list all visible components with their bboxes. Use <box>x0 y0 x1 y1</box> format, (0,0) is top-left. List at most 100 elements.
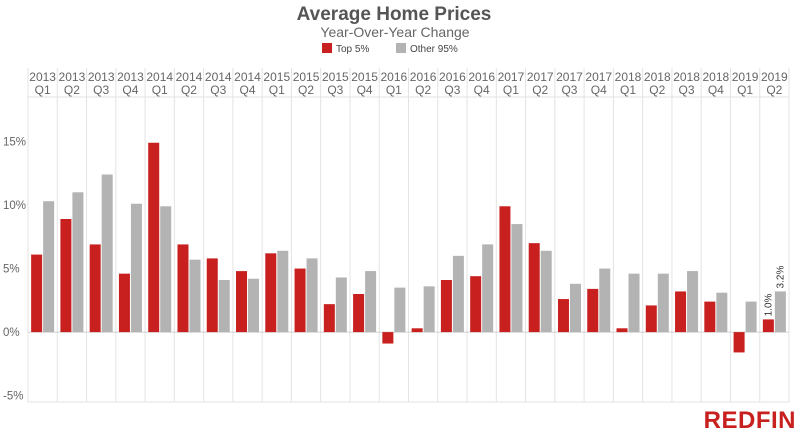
category-quarter-label: Q1 <box>152 83 168 97</box>
legend-label-other-95: Other 95% <box>410 44 458 55</box>
bar-top-5 <box>294 268 306 333</box>
category-year-label: 2016 <box>381 70 408 84</box>
bar-other-95 <box>745 301 757 333</box>
category-year-label: 2017 <box>527 70 554 84</box>
category-quarter-label: Q2 <box>64 83 80 97</box>
bar-top-5 <box>323 304 335 333</box>
bar-top-5 <box>733 332 745 353</box>
bar-top-5 <box>440 280 452 333</box>
bar-other-95 <box>423 286 435 333</box>
redfin-logo: REDFIN <box>704 407 796 434</box>
bar-other-95 <box>335 277 347 333</box>
category-year-label: 2018 <box>644 70 671 84</box>
chart-subtitle: Year-Over-Year Change <box>320 24 469 40</box>
bar-top-5 <box>236 271 248 333</box>
category-quarter-label: Q3 <box>93 83 109 97</box>
category-year-label: 2015 <box>322 70 349 84</box>
category-quarter-label: Q4 <box>122 83 138 97</box>
bar-other-95 <box>628 273 640 333</box>
category-year-label: 2017 <box>556 70 583 84</box>
category-year-label: 2016 <box>410 70 437 84</box>
data-label: 1.0% <box>763 293 774 316</box>
category-year-label: 2014 <box>176 70 203 84</box>
category-year-label: 2017 <box>585 70 612 84</box>
bar-top-5 <box>557 299 569 333</box>
bar-other-95 <box>716 292 728 333</box>
category-quarter-label: Q3 <box>561 83 577 97</box>
category-quarter-label: Q4 <box>708 83 724 97</box>
bar-other-95 <box>599 268 611 333</box>
bar-top-5 <box>587 288 599 333</box>
bar-top-5 <box>645 305 657 333</box>
y-tick-label: 5% <box>3 264 20 276</box>
category-year-label: 2016 <box>439 70 466 84</box>
bar-top-5 <box>528 243 540 333</box>
category-quarter-label: Q4 <box>357 83 373 97</box>
category-year-label: 2013 <box>117 70 144 84</box>
bar-other-95 <box>72 192 84 333</box>
bar-top-5 <box>148 142 160 333</box>
legend-swatch-top-5 <box>322 43 332 53</box>
bar-top-5 <box>704 301 716 333</box>
bar-other-95 <box>306 258 318 333</box>
bar-top-5 <box>118 273 130 333</box>
category-quarter-label: Q4 <box>591 83 607 97</box>
bar-other-95 <box>394 287 406 333</box>
category-year-label: 2014 <box>205 70 232 84</box>
bar-top-5 <box>762 319 774 333</box>
bar-other-95 <box>43 201 55 333</box>
bar-top-5 <box>411 328 423 333</box>
bar-other-95 <box>657 273 669 333</box>
bar-top-5 <box>31 254 43 333</box>
bar-other-95 <box>452 255 464 333</box>
category-quarter-label: Q4 <box>240 83 256 97</box>
bar-other-95 <box>687 271 699 333</box>
y-tick-label: 10% <box>3 200 26 212</box>
category-year-label: 2016 <box>468 70 495 84</box>
bar-other-95 <box>101 174 113 333</box>
bar-top-5 <box>206 258 218 333</box>
category-quarter-label: Q2 <box>649 83 665 97</box>
legend-swatch-other-95 <box>396 43 406 53</box>
category-quarter-label: Q1 <box>35 83 51 97</box>
bar-top-5 <box>470 276 482 333</box>
bar-top-5 <box>89 244 101 333</box>
category-year-label: 2014 <box>234 70 261 84</box>
category-quarter-label: Q1 <box>386 83 402 97</box>
plot-area: 1.0%3.2% <box>27 68 790 403</box>
category-quarter-label: Q2 <box>415 83 431 97</box>
chart-title: Average Home Prices <box>297 4 492 25</box>
bar-other-95 <box>277 250 289 333</box>
category-quarter-label: Q2 <box>298 83 314 97</box>
data-label: 3.2% <box>775 266 786 289</box>
category-year-label: 2015 <box>351 70 378 84</box>
category-year-label: 2018 <box>673 70 700 84</box>
category-quarter-label: Q1 <box>503 83 519 97</box>
chart-header: Average Home Prices Year-Over-Year Chang… <box>297 4 492 40</box>
category-year-label: 2019 <box>761 70 788 84</box>
category-quarter-label: Q4 <box>474 83 490 97</box>
legend: Top 5% Other 95% <box>322 43 458 55</box>
category-quarter-label: Q3 <box>679 83 695 97</box>
bar-other-95 <box>218 280 230 333</box>
category-year-label: 2013 <box>59 70 86 84</box>
category-quarter-label: Q1 <box>269 83 285 97</box>
category-year-label: 2013 <box>29 70 56 84</box>
legend-label-top-5: Top 5% <box>336 44 369 55</box>
category-quarter-label: Q3 <box>210 83 226 97</box>
brand-logo-text: REDFIN <box>704 407 796 434</box>
bar-other-95 <box>189 259 201 333</box>
category-year-label: 2018 <box>702 70 729 84</box>
bar-top-5 <box>382 332 394 344</box>
bar-top-5 <box>265 253 277 333</box>
bar-other-95 <box>160 206 172 333</box>
bar-top-5 <box>499 206 511 333</box>
y-tick-label: -5% <box>3 391 23 403</box>
bar-other-95 <box>511 224 523 333</box>
category-year-label: 2014 <box>146 70 173 84</box>
bar-top-5 <box>353 293 365 333</box>
y-tick-label: 0% <box>3 327 20 339</box>
category-quarter-label: Q2 <box>181 83 197 97</box>
category-year-label: 2013 <box>88 70 115 84</box>
